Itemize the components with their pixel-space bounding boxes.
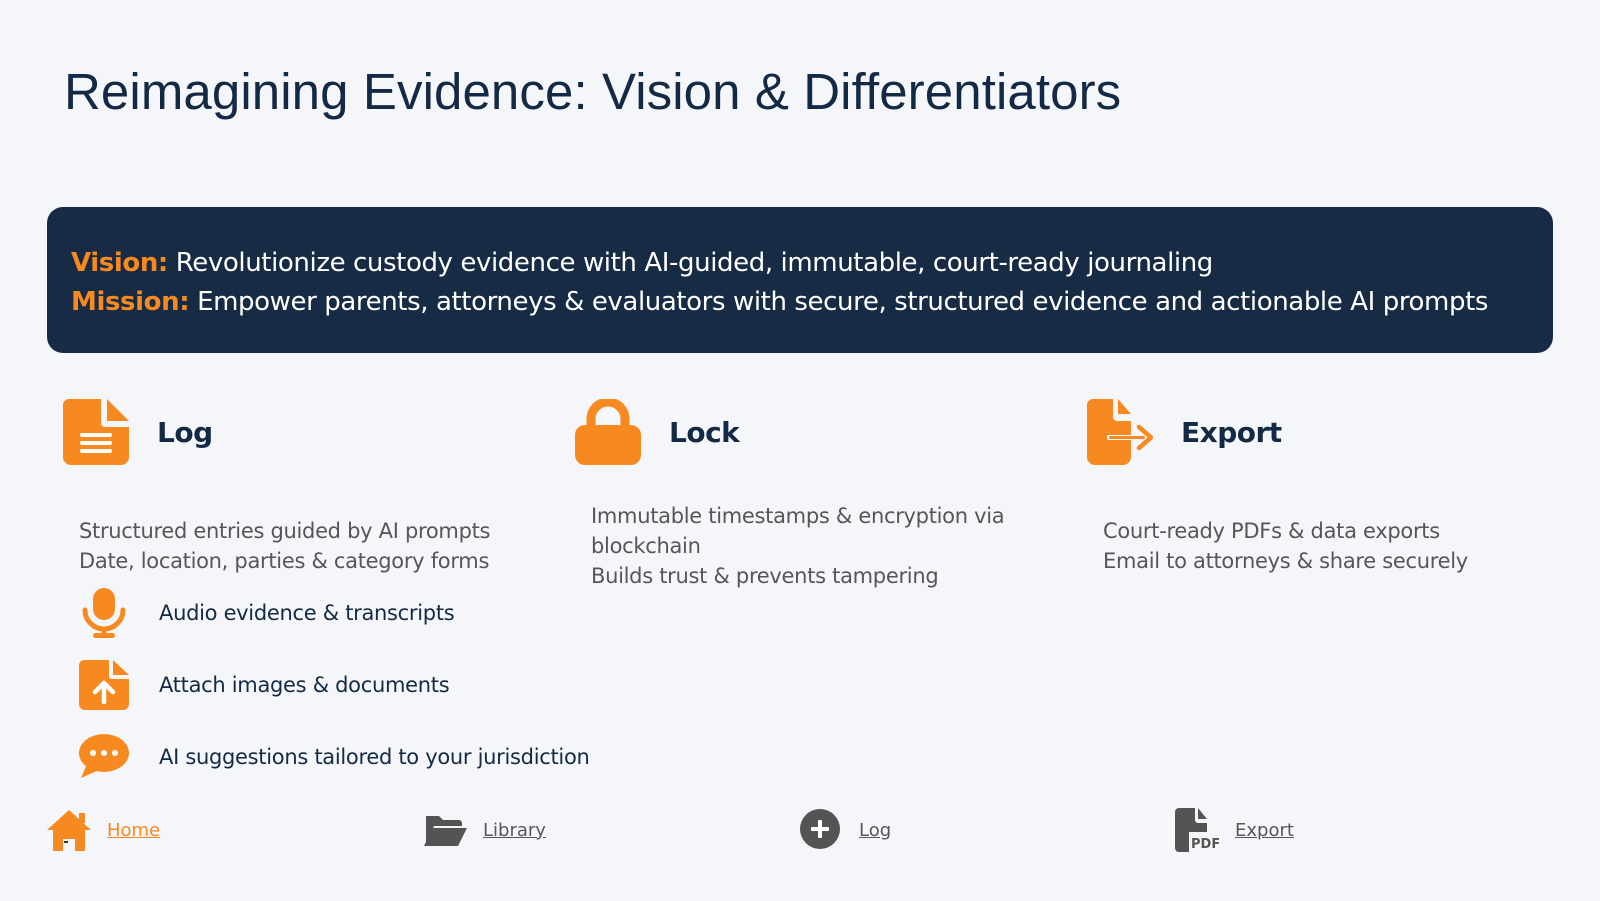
mission-text: Empower parents, attorneys & evaluators …: [189, 287, 1489, 317]
nav-label-log[interactable]: Log: [859, 819, 892, 841]
feature-log: Log: [63, 399, 213, 465]
document-icon: [63, 399, 129, 465]
feature-log-line: Date, location, parties & category forms: [79, 549, 490, 573]
nav-item-log[interactable]: Log: [799, 808, 891, 852]
padlock-icon: [575, 399, 641, 465]
feature-export-title: Export: [1181, 415, 1282, 449]
pdf-file-icon: PDF: [1175, 808, 1219, 852]
nav-label-home[interactable]: Home: [107, 819, 161, 841]
sub-feature-ai: AI suggestions tailored to your jurisdic…: [79, 732, 590, 782]
feature-lock-description: Immutable timestamps & encryption via bl…: [591, 501, 1021, 591]
file-upload-icon: [79, 660, 129, 710]
chat-bubble-icon: [79, 734, 129, 778]
nav-item-library[interactable]: Library: [423, 808, 546, 852]
vision-text: Revolutionize custody evidence with AI-g…: [167, 248, 1214, 278]
microphone-icon: [82, 588, 126, 638]
nav-item-export[interactable]: PDF Export: [1175, 808, 1294, 852]
nav-label-export[interactable]: Export: [1235, 819, 1294, 841]
feature-export-description: Court-ready PDFs & data exports Email to…: [1103, 516, 1563, 576]
sub-feature-label: Audio evidence & transcripts: [159, 601, 455, 625]
feature-export: Export: [1087, 399, 1282, 465]
feature-export-line: Email to attorneys & share securely: [1103, 549, 1468, 573]
sub-feature-audio: Audio evidence & transcripts: [79, 588, 455, 638]
folder-open-icon: [424, 816, 467, 846]
feature-log-line: Structured entries guided by AI prompts: [79, 519, 491, 543]
nav-label-library[interactable]: Library: [483, 819, 546, 841]
sub-feature-label: AI suggestions tailored to your jurisdic…: [159, 745, 590, 769]
feature-log-title: Log: [157, 415, 213, 449]
sub-feature-label: Attach images & documents: [159, 673, 450, 697]
feature-lock-line: Immutable timestamps & encryption via bl…: [591, 504, 1005, 558]
feature-lock-line: Builds trust & prevents tampering: [591, 564, 939, 588]
mission-label: Mission:: [71, 287, 190, 317]
vision-mission-banner: Vision: Revolutionize custody evidence w…: [47, 207, 1553, 353]
file-export-icon: [1087, 399, 1153, 465]
home-icon: [47, 810, 91, 851]
feature-lock: Lock: [575, 399, 740, 465]
page-title: Reimagining Evidence: Vision & Different…: [64, 63, 1122, 120]
mission-line: Mission: Empower parents, attorneys & ev…: [71, 283, 1529, 322]
svg-text:PDF: PDF: [1191, 837, 1219, 852]
feature-export-line: Court-ready PDFs & data exports: [1103, 519, 1440, 543]
vision-label: Vision:: [71, 248, 168, 278]
nav-item-home[interactable]: Home: [47, 808, 160, 852]
feature-log-description: Structured entries guided by AI prompts …: [79, 516, 539, 576]
vision-line: Vision: Revolutionize custody evidence w…: [71, 244, 1529, 283]
plus-circle-icon: [800, 809, 840, 849]
sub-feature-attach: Attach images & documents: [79, 660, 450, 710]
feature-lock-title: Lock: [669, 415, 740, 449]
